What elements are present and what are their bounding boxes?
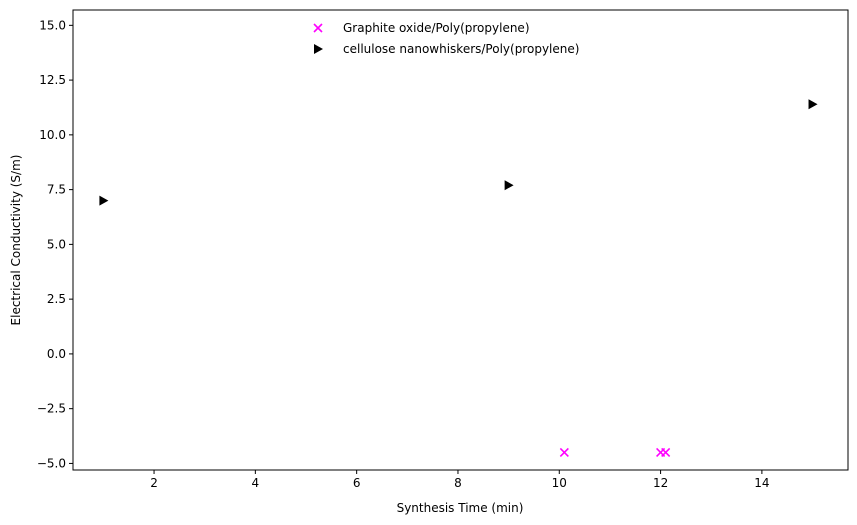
legend-marker-x-icon xyxy=(313,23,323,33)
legend-marker-triangle-icon xyxy=(314,44,323,54)
legend-label-cellulose-nanowhiskers: cellulose nanowhiskers/Poly(propylene) xyxy=(343,42,579,56)
y-tick-label: 2.5 xyxy=(47,292,66,306)
y-tick-label: −2.5 xyxy=(37,402,66,416)
x-tick-label: 2 xyxy=(150,476,158,490)
y-tick-label: 7.5 xyxy=(47,183,66,197)
legend-marker xyxy=(313,23,323,33)
x-axis: 2 4 6 8 10 12 14 xyxy=(150,470,770,490)
plot-area: 2 4 6 8 10 12 14 −5.0 −2.5 0.0 2.5 5.0 7.5 10.0 12.5 1… xyxy=(37,9,849,490)
data-point xyxy=(99,195,109,206)
x-axis-label: Synthesis Time (min) xyxy=(397,501,524,515)
data-point xyxy=(559,447,569,458)
legend-entry-cellulose-nanowhiskers: cellulose nanowhiskers/Poly(propylene) xyxy=(314,42,579,56)
legend: Graphite oxide/Poly(propylene) cellulose… xyxy=(313,21,579,56)
data-points xyxy=(99,99,818,458)
y-tick-label: 0.0 xyxy=(47,347,66,361)
data-point xyxy=(808,99,818,110)
x-tick-label: 12 xyxy=(653,476,668,490)
y-axis: −5.0 −2.5 0.0 2.5 5.0 7.5 10.0 12.5 15.0 xyxy=(37,18,73,470)
x-tick-label: 10 xyxy=(552,476,567,490)
y-tick-label: 5.0 xyxy=(47,237,66,251)
x-tick-label: 8 xyxy=(454,476,462,490)
legend-marker xyxy=(314,44,323,54)
legend-label-graphite-oxide: Graphite oxide/Poly(propylene) xyxy=(343,21,530,35)
x-tick-label: 4 xyxy=(252,476,260,490)
y-tick-label: −5.0 xyxy=(37,456,66,470)
x-tick-label: 6 xyxy=(353,476,361,490)
y-axis-label: Electrical Conductivity (S/m) xyxy=(9,155,23,326)
x-tick-label: 14 xyxy=(754,476,769,490)
y-tick-label: 12.5 xyxy=(39,73,66,87)
y-tick-label: 15.0 xyxy=(39,18,66,32)
data-point xyxy=(504,180,514,191)
y-tick-label: 10.0 xyxy=(39,128,66,142)
legend-entry-graphite-oxide: Graphite oxide/Poly(propylene) xyxy=(313,21,530,35)
data-point xyxy=(661,447,671,458)
plot-frame xyxy=(72,9,849,471)
